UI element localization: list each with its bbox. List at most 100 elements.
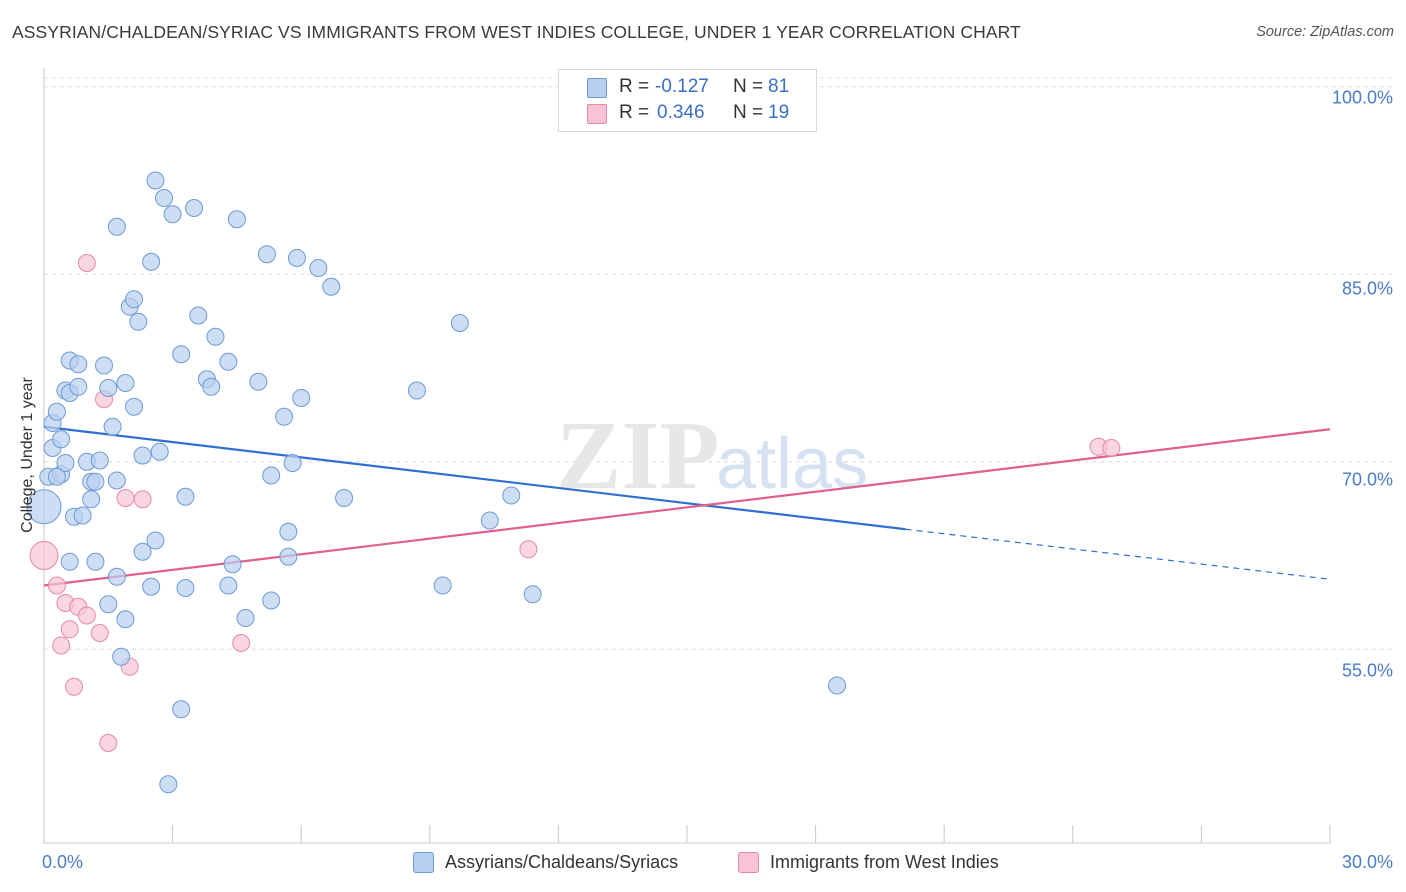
data-point-blue [129,312,148,331]
data-point-blue [47,467,66,486]
data-point-blue [146,171,165,190]
data-point-blue [82,490,101,509]
data-point-blue [159,775,178,794]
data-point-blue [219,352,238,371]
data-point-blue [56,454,75,472]
x-tick-label: 0.0% [42,852,84,872]
data-point-pink [47,576,66,595]
data-point-blue [480,511,499,530]
data-point-blue [262,466,281,485]
data-point-pink [29,541,59,570]
data-point-blue [279,522,298,541]
data-point-blue [287,249,306,267]
data-point-blue [150,442,169,461]
data-point-blue [103,417,122,436]
data-point-blue [47,402,66,421]
data-point-blue [249,372,268,391]
data-point-blue [73,506,92,525]
data-point-pink [519,540,538,559]
chart-title: ASSYRIAN/CHALDEAN/SYRIAC VS IMMIGRANTS F… [12,22,1021,42]
data-point-pink [232,634,251,652]
data-point-blue [116,610,135,629]
data-point-blue [60,552,79,571]
bottom-legend-label-blue: Assyrians/Chaldeans/Syriacs [445,852,679,872]
data-point-pink [1102,439,1121,457]
data-point-blue [176,487,195,506]
data-point-blue [257,245,276,264]
data-point-blue [322,277,341,296]
data-point-blue [107,217,126,236]
y-tick-label: 85.0% [1341,278,1393,299]
legend-swatch-pink [587,104,607,124]
data-point-blue [107,471,126,490]
data-point-blue [142,252,161,271]
bottom-legend-swatch-pink [738,852,759,873]
data-point-blue [502,486,521,505]
y-axis-label: College, Under 1 year [19,377,36,533]
data-point-blue [189,306,208,325]
data-point-blue [219,576,238,595]
legend-r-label: R = [619,102,650,123]
correlation-legend: R = -0.127 N = 81 R = 0.346 N = 19 [558,69,817,132]
y-tick-label: 70.0% [1341,469,1393,490]
axes [43,68,1331,844]
data-point-blue [335,489,354,507]
data-point-blue [172,700,191,719]
watermark-atlas: atlas [716,424,868,504]
grid-lines [44,77,1394,650]
data-point-blue [52,430,71,449]
data-point-blue [99,379,118,397]
legend-r-value: 0.346 [657,102,705,123]
data-point-pink [52,636,71,655]
data-point-blue [133,446,152,465]
bottom-legend-blue: Assyrians/Chaldeans/Syriacs [413,852,678,873]
points-immigrants-west-indies [29,254,1121,752]
data-point-blue [155,189,174,207]
trend-line-solid [43,425,906,531]
data-point-blue [163,205,182,224]
data-point-pink [65,677,84,696]
data-point-pink [60,620,79,639]
data-point-blue [116,374,135,392]
legend-n-value: 81 [768,76,790,97]
data-point-blue [236,609,255,627]
x-tick-label: 30.0% [1341,852,1393,872]
legend-r-label: R = [619,76,650,97]
data-point-pink [77,254,96,272]
data-point-blue [450,314,469,332]
legend-n-label: N = [733,102,764,123]
data-point-blue [69,355,88,374]
points-assyrians [26,171,847,794]
data-point-blue [433,576,452,595]
data-point-blue [125,397,144,416]
y-tick-label: 100.0% [1331,87,1393,108]
data-point-blue [223,555,242,574]
data-point-pink [90,624,109,642]
data-point-blue [125,290,144,309]
watermark: ZIP atlas [556,402,868,510]
data-point-blue [107,567,126,586]
watermark-zip: ZIP [556,402,719,510]
data-point-pink [77,606,96,625]
data-point-blue [69,377,88,396]
data-point-pink [133,490,152,509]
data-point-blue [172,345,191,364]
data-point-blue [185,199,204,217]
data-point-blue [283,454,302,472]
data-point-blue [292,389,311,407]
bottom-legend-label-pink: Immigrants from West Indies [770,852,999,872]
data-point-blue [99,595,118,614]
trend-line-blue [43,425,1331,580]
data-point-blue [275,407,294,426]
data-point-blue [133,542,152,561]
legend-n-value: 19 [768,102,790,123]
data-point-blue [523,585,542,604]
data-point-blue [86,552,105,571]
data-point-blue [146,531,165,550]
data-point-pink [99,734,118,752]
data-point-blue [206,327,225,346]
data-point-blue [202,377,221,396]
legend-n-label: N = [733,76,764,97]
data-point-blue [407,381,426,400]
data-point-blue [86,472,105,491]
